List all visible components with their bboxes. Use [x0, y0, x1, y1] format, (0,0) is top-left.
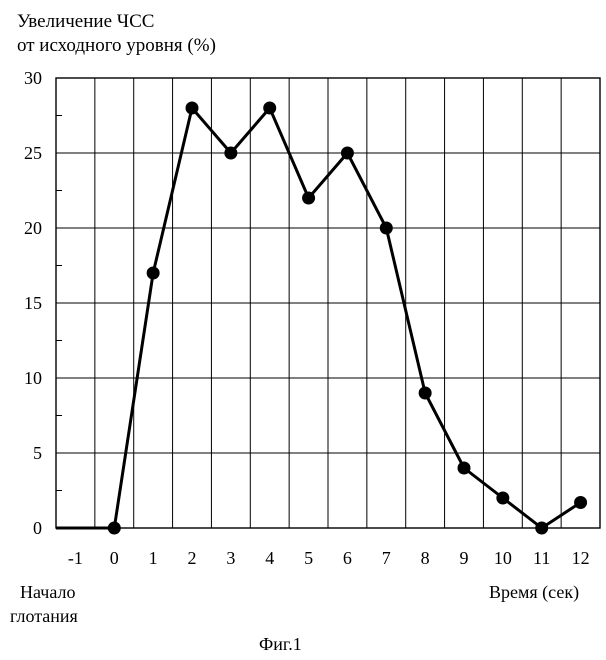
x-tick-label: 2 — [188, 548, 197, 568]
data-point — [147, 267, 160, 280]
data-point — [535, 522, 548, 535]
x-tick-label: 6 — [343, 548, 352, 568]
x-tick-label: 9 — [460, 548, 469, 568]
x-axis-title: Время (сек) — [489, 582, 579, 603]
y-axis-title-line1: Увеличение ЧСС — [17, 11, 154, 32]
data-point — [574, 496, 587, 509]
x-tick-label: 11 — [533, 548, 550, 568]
x-tick-label: 1 — [149, 548, 158, 568]
x-tick-label: 10 — [494, 548, 512, 568]
start-label-line1: Начало — [20, 582, 75, 602]
data-point — [458, 462, 471, 475]
data-point — [263, 102, 276, 115]
x-tick-label: 0 — [110, 548, 119, 568]
figure-caption: Фиг.1 — [259, 634, 302, 654]
data-point — [341, 147, 354, 160]
data-point — [224, 147, 237, 160]
y-tick-label: 15 — [24, 293, 42, 313]
x-tick-label: 3 — [226, 548, 235, 568]
data-point — [108, 522, 121, 535]
data-point — [380, 222, 393, 235]
y-tick-label: 0 — [33, 518, 42, 538]
data-point — [302, 192, 315, 205]
y-tick-label: 30 — [24, 68, 42, 88]
data-point — [186, 102, 199, 115]
x-tick-label: 4 — [265, 548, 274, 568]
x-tick-label: 12 — [572, 548, 590, 568]
grid — [56, 78, 600, 528]
x-tick-label: 8 — [421, 548, 430, 568]
y-tick-label: 20 — [24, 218, 42, 238]
data-line — [56, 108, 581, 528]
y-tick-label: 25 — [24, 143, 42, 163]
x-tick-label: 7 — [382, 548, 391, 568]
data-point — [496, 492, 509, 505]
y-tick-label: 5 — [33, 443, 42, 463]
start-label-line2: глотания — [10, 606, 78, 626]
x-tick-label: 5 — [304, 548, 313, 568]
x-tick-label: -1 — [68, 548, 83, 568]
y-tick-label: 10 — [24, 368, 42, 388]
series-line — [56, 108, 581, 528]
y-axis-title-line2: от исходного уровня (%) — [17, 35, 216, 56]
data-point — [419, 387, 432, 400]
